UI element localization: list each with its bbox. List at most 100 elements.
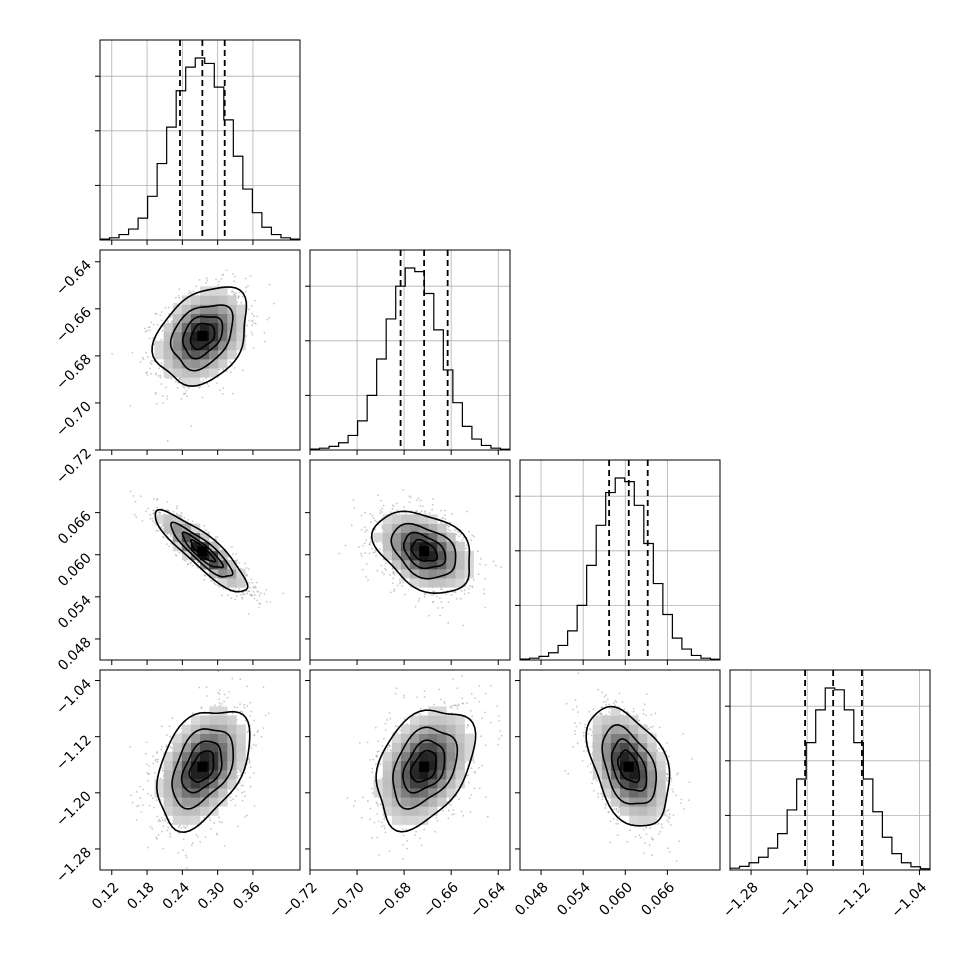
scatter-point <box>169 533 172 536</box>
y-tick-label: −0.66 <box>53 304 95 346</box>
scatter-point <box>461 539 464 542</box>
scatter-point <box>161 524 164 527</box>
scatter-point <box>381 571 384 574</box>
density-cell <box>382 523 393 534</box>
density-cell <box>391 560 402 570</box>
scatter-point <box>414 605 417 608</box>
scatter-point <box>401 579 404 582</box>
density-cell <box>236 313 246 324</box>
scatter-point <box>201 396 204 399</box>
scatter-point <box>198 278 201 281</box>
scatter-point <box>457 531 460 533</box>
scatter-point <box>237 825 239 828</box>
scatter-point <box>217 691 219 694</box>
scatter-point <box>167 306 170 309</box>
scatter-point <box>178 378 181 381</box>
scatter-point <box>251 594 254 597</box>
scatter-point <box>422 505 425 508</box>
scatter-point <box>395 502 398 505</box>
scatter-point <box>450 512 453 515</box>
density-cell <box>209 304 219 314</box>
scatter-point <box>135 516 138 519</box>
panel-frame <box>99 249 301 451</box>
scatter-point <box>431 498 434 500</box>
scatter-point <box>150 372 153 375</box>
scatter-point <box>268 316 271 319</box>
density-cell <box>172 523 183 534</box>
scatter-point <box>381 507 383 510</box>
scatter-point <box>364 511 367 514</box>
scatter-point <box>176 387 179 389</box>
panel-2-1 <box>305 459 511 665</box>
scatter-point <box>225 370 228 373</box>
scatter-point <box>166 395 169 398</box>
scatter-point <box>129 405 132 407</box>
density-cell <box>181 295 192 305</box>
scatter-point <box>375 554 377 557</box>
scatter-point <box>416 510 418 512</box>
density-cell <box>154 514 164 524</box>
scatter-point <box>255 586 257 589</box>
scatter-point <box>364 552 367 554</box>
scatter-point <box>248 319 251 322</box>
density-cell <box>163 368 174 378</box>
scatter-point <box>368 543 371 546</box>
scatter-point <box>234 275 236 278</box>
density-cell <box>190 541 201 552</box>
scatter-point <box>282 592 285 595</box>
density-cell <box>181 359 192 369</box>
scatter-point <box>253 597 256 600</box>
scatter-point <box>156 758 159 761</box>
scatter-point <box>233 366 236 369</box>
scatter-point <box>444 592 447 595</box>
density-cell <box>190 532 201 543</box>
scatter-point <box>240 301 243 304</box>
density-cell <box>181 304 192 314</box>
scatter-point <box>371 514 374 517</box>
scatter-point <box>221 594 223 597</box>
scatter-point <box>175 512 178 515</box>
density-cell <box>446 560 456 570</box>
density-cell <box>190 304 201 314</box>
scatter-point <box>447 601 450 604</box>
scatter-point <box>353 507 356 509</box>
scatter-point <box>155 529 158 532</box>
density-cell <box>428 578 438 588</box>
scatter-point <box>183 392 186 395</box>
scatter-point <box>206 279 209 282</box>
density-cell <box>163 340 174 351</box>
density-cell <box>190 331 201 342</box>
scatter-point <box>248 761 251 764</box>
panel-1-0: −0.72−0.70−0.68−0.66−0.64 <box>53 249 301 488</box>
scatter-point <box>139 495 142 498</box>
scatter-point <box>399 582 401 585</box>
scatter-point <box>182 849 184 852</box>
scatter-point <box>167 320 169 323</box>
scatter-point <box>244 277 247 280</box>
scatter-point <box>231 677 234 680</box>
scatter-point <box>259 592 262 595</box>
density-cell <box>419 578 429 588</box>
scatter-point <box>377 494 380 497</box>
scatter-point <box>424 512 427 515</box>
scatter-point <box>166 829 169 832</box>
density-cell <box>209 295 219 305</box>
scatter-point <box>440 509 442 512</box>
density-cell <box>218 313 228 324</box>
y-tick-label: −0.72 <box>53 446 95 488</box>
scatter-point <box>160 362 163 365</box>
density-cell <box>172 322 183 333</box>
scatter-point <box>431 503 434 506</box>
scatter-point <box>160 748 162 751</box>
scatter-point <box>230 597 233 600</box>
scatter-point <box>216 382 219 384</box>
scatter-point <box>141 804 144 807</box>
scatter-point <box>151 337 154 339</box>
scatter-point <box>467 592 470 594</box>
scatter-point <box>197 835 199 838</box>
scatter-point <box>160 319 163 322</box>
density-cell <box>209 550 219 561</box>
density-cell <box>218 295 228 305</box>
density-cell <box>382 514 393 524</box>
scatter-point <box>156 506 159 509</box>
